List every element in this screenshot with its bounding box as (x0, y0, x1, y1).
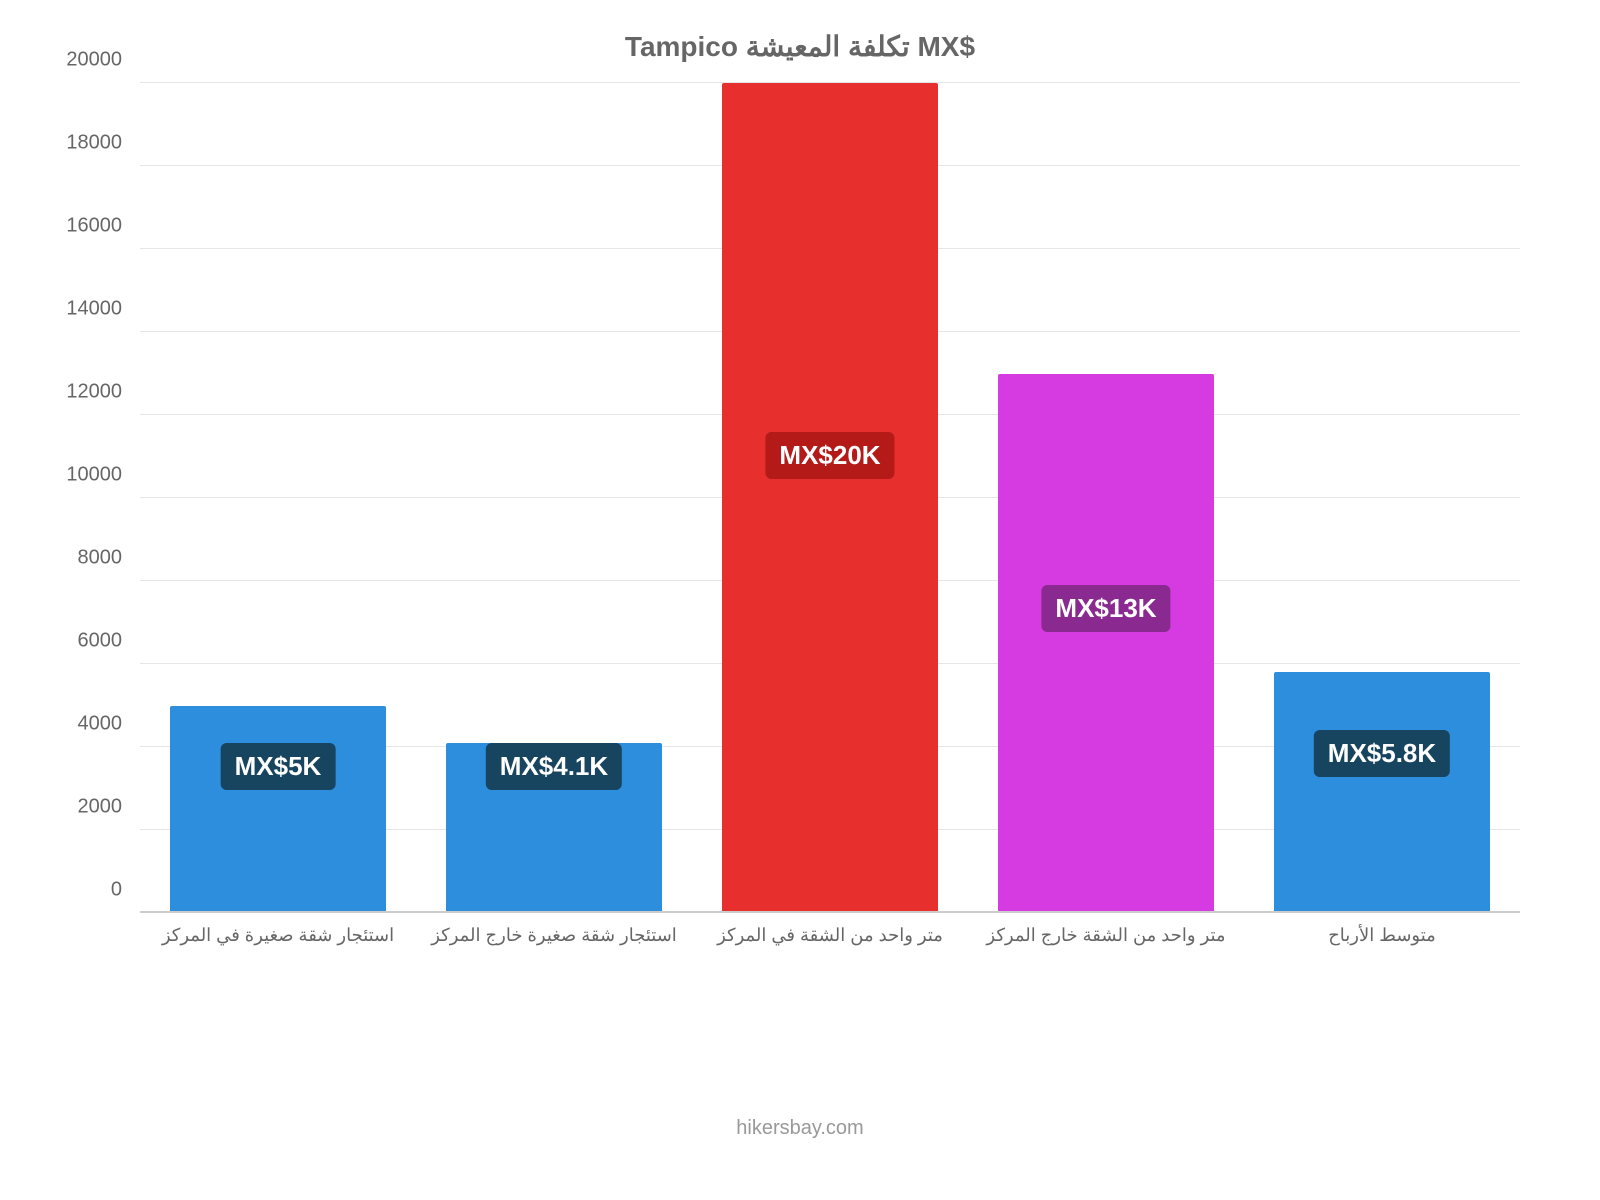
x-category-label: استئجار شقة صغيرة في المركز (140, 925, 416, 946)
y-tick-label: 18000 (66, 132, 122, 155)
y-tick-label: 20000 (66, 49, 122, 72)
chart-title: Tampico تكلفة المعيشة MX$ (60, 30, 1540, 63)
plot-area: 0200040006000800010000120001400016000180… (140, 83, 1520, 913)
bar: MX$20K (722, 83, 937, 913)
x-category-label: متر واحد من الشقة خارج المركز (968, 925, 1244, 946)
attribution-text: hikersbay.com (0, 1117, 1600, 1140)
x-category-label: متوسط الأرباح (1244, 925, 1520, 946)
bar: MX$4.1K (446, 743, 661, 913)
bar-value-label: MX$4.1K (486, 743, 622, 790)
y-tick-label: 2000 (78, 796, 123, 819)
bar-slot: MX$4.1K (416, 83, 692, 913)
bar-slot: MX$5.8K (1244, 83, 1520, 913)
bar: MX$5K (170, 706, 385, 914)
y-tick-label: 14000 (66, 298, 122, 321)
y-tick-label: 10000 (66, 464, 122, 487)
x-category-label: متر واحد من الشقة في المركز (692, 925, 968, 946)
bar-slot: MX$5K (140, 83, 416, 913)
y-tick-label: 16000 (66, 215, 122, 238)
y-tick-label: 4000 (78, 713, 123, 736)
bars-row: MX$5K MX$4.1K MX$20K MX$13K MX$5.8K (140, 83, 1520, 913)
y-tick-label: 6000 (78, 630, 123, 653)
bar-value-label: MX$5.8K (1314, 730, 1450, 777)
y-tick-label: 12000 (66, 381, 122, 404)
bar-value-label: MX$5K (221, 743, 336, 790)
y-tick-label: 8000 (78, 547, 123, 570)
x-category-label: استئجار شقة صغيرة خارج المركز (416, 925, 692, 946)
x-axis-baseline (140, 911, 1520, 913)
x-axis-labels: استئجار شقة صغيرة في المركزاستئجار شقة ص… (140, 925, 1520, 946)
cost-of-living-chart: Tampico تكلفة المعيشة MX$ 0 2000 4000 6000 8… (60, 30, 1540, 990)
bar-value-label: MX$13K (1041, 585, 1170, 632)
y-tick-label: 0 (111, 879, 122, 902)
y-axis: 0 2000 4000 6000 8000 10000 12000 14000 16000 180… (60, 83, 130, 913)
bar-value-label: MX$20K (765, 432, 894, 479)
bar-slot: MX$13K (968, 83, 1244, 913)
bar-slot: MX$20K (692, 83, 968, 913)
bar: MX$13K (998, 374, 1213, 914)
bar: MX$5.8K (1274, 672, 1489, 913)
